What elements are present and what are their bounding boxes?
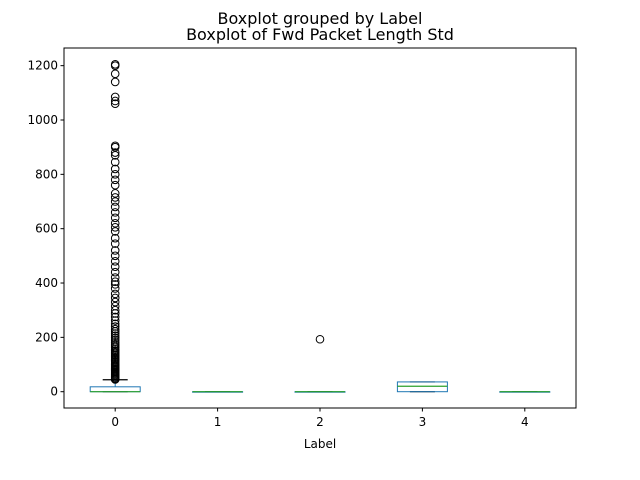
plot-area: [89, 60, 551, 393]
outlier-point: [110, 208, 120, 217]
outlier-point: [110, 267, 120, 277]
outlier-point: [110, 305, 120, 315]
outlier-point: [110, 312, 120, 322]
outlier-point: [110, 251, 120, 261]
outlier-point: [110, 148, 120, 157]
outlier-point: [110, 233, 120, 243]
outlier-point: [110, 157, 120, 167]
outlier-point: [110, 170, 120, 179]
outlier-point: [110, 227, 120, 236]
box-group-0: [89, 60, 141, 393]
outlier-point: [110, 329, 120, 338]
outlier-point: [110, 77, 120, 87]
outlier-point: [110, 69, 120, 79]
x-tick-label: 0: [111, 415, 119, 429]
outlier-point: [110, 262, 120, 272]
outlier-point: [110, 223, 120, 232]
x-axis-label: Label: [304, 437, 336, 451]
y-tick-label: 1200: [27, 59, 58, 73]
chart-suptitle: Boxplot grouped by Label: [218, 9, 423, 28]
chart-title: Boxplot of Fwd Packet Length Std: [186, 25, 454, 44]
y-tick-label: 800: [35, 167, 58, 181]
outlier-point: [110, 273, 120, 282]
y-tick-label: 600: [35, 222, 58, 236]
outlier-point: [110, 301, 120, 311]
outlier-point: [110, 289, 120, 299]
outlier-point: [110, 218, 120, 228]
x-axis: 0 1 2 3 4: [111, 408, 529, 429]
y-tick-label: 200: [35, 330, 58, 344]
outlier-point: [110, 246, 120, 255]
y-tick-label: 400: [35, 276, 58, 290]
outlier-point: [110, 324, 120, 334]
x-tick-label: 1: [214, 415, 222, 429]
outlier-point: [110, 331, 120, 341]
outlier-point: [110, 284, 120, 293]
outlier-point: [110, 175, 120, 185]
box-group-4: [499, 391, 551, 393]
outlier-point: [110, 164, 120, 174]
outlier-point: [110, 337, 120, 347]
outlier-point: [110, 189, 120, 198]
outlier-point: [110, 202, 120, 212]
outlier-point: [110, 197, 120, 206]
outlier-point: [110, 316, 120, 325]
box-group-1: [192, 391, 244, 393]
y-tick-label: 1000: [27, 113, 58, 127]
outlier-point: [110, 193, 120, 202]
outlier-point: [110, 180, 120, 190]
outlier-point: [110, 60, 120, 69]
outlier-point: [110, 333, 120, 343]
outlier-point: [110, 335, 120, 345]
outlier-point: [110, 213, 120, 223]
y-tick-label: 0: [50, 385, 58, 399]
outlier-point: [110, 322, 120, 331]
x-tick-label: 4: [521, 415, 529, 429]
outlier-point: [110, 319, 120, 329]
outlier-point: [110, 280, 120, 289]
x-tick-label: 3: [419, 415, 427, 429]
outlier-point: [110, 141, 120, 151]
outlier-point: [110, 96, 120, 106]
outlier-point: [110, 99, 120, 108]
outlier-point: [315, 334, 325, 344]
y-axis: 0 200 400 600 800 1000 1200: [27, 59, 64, 399]
outlier-point: [110, 239, 120, 248]
box-group-3: [396, 381, 448, 393]
x-tick-label: 2: [316, 415, 324, 429]
outlier-point: [110, 256, 120, 266]
outlier-point: [110, 297, 120, 307]
outlier-point: [110, 151, 120, 160]
outlier-point: [110, 277, 120, 286]
box-group-2: [294, 334, 346, 393]
outlier-point: [110, 293, 120, 303]
outlier-point: [110, 92, 120, 102]
